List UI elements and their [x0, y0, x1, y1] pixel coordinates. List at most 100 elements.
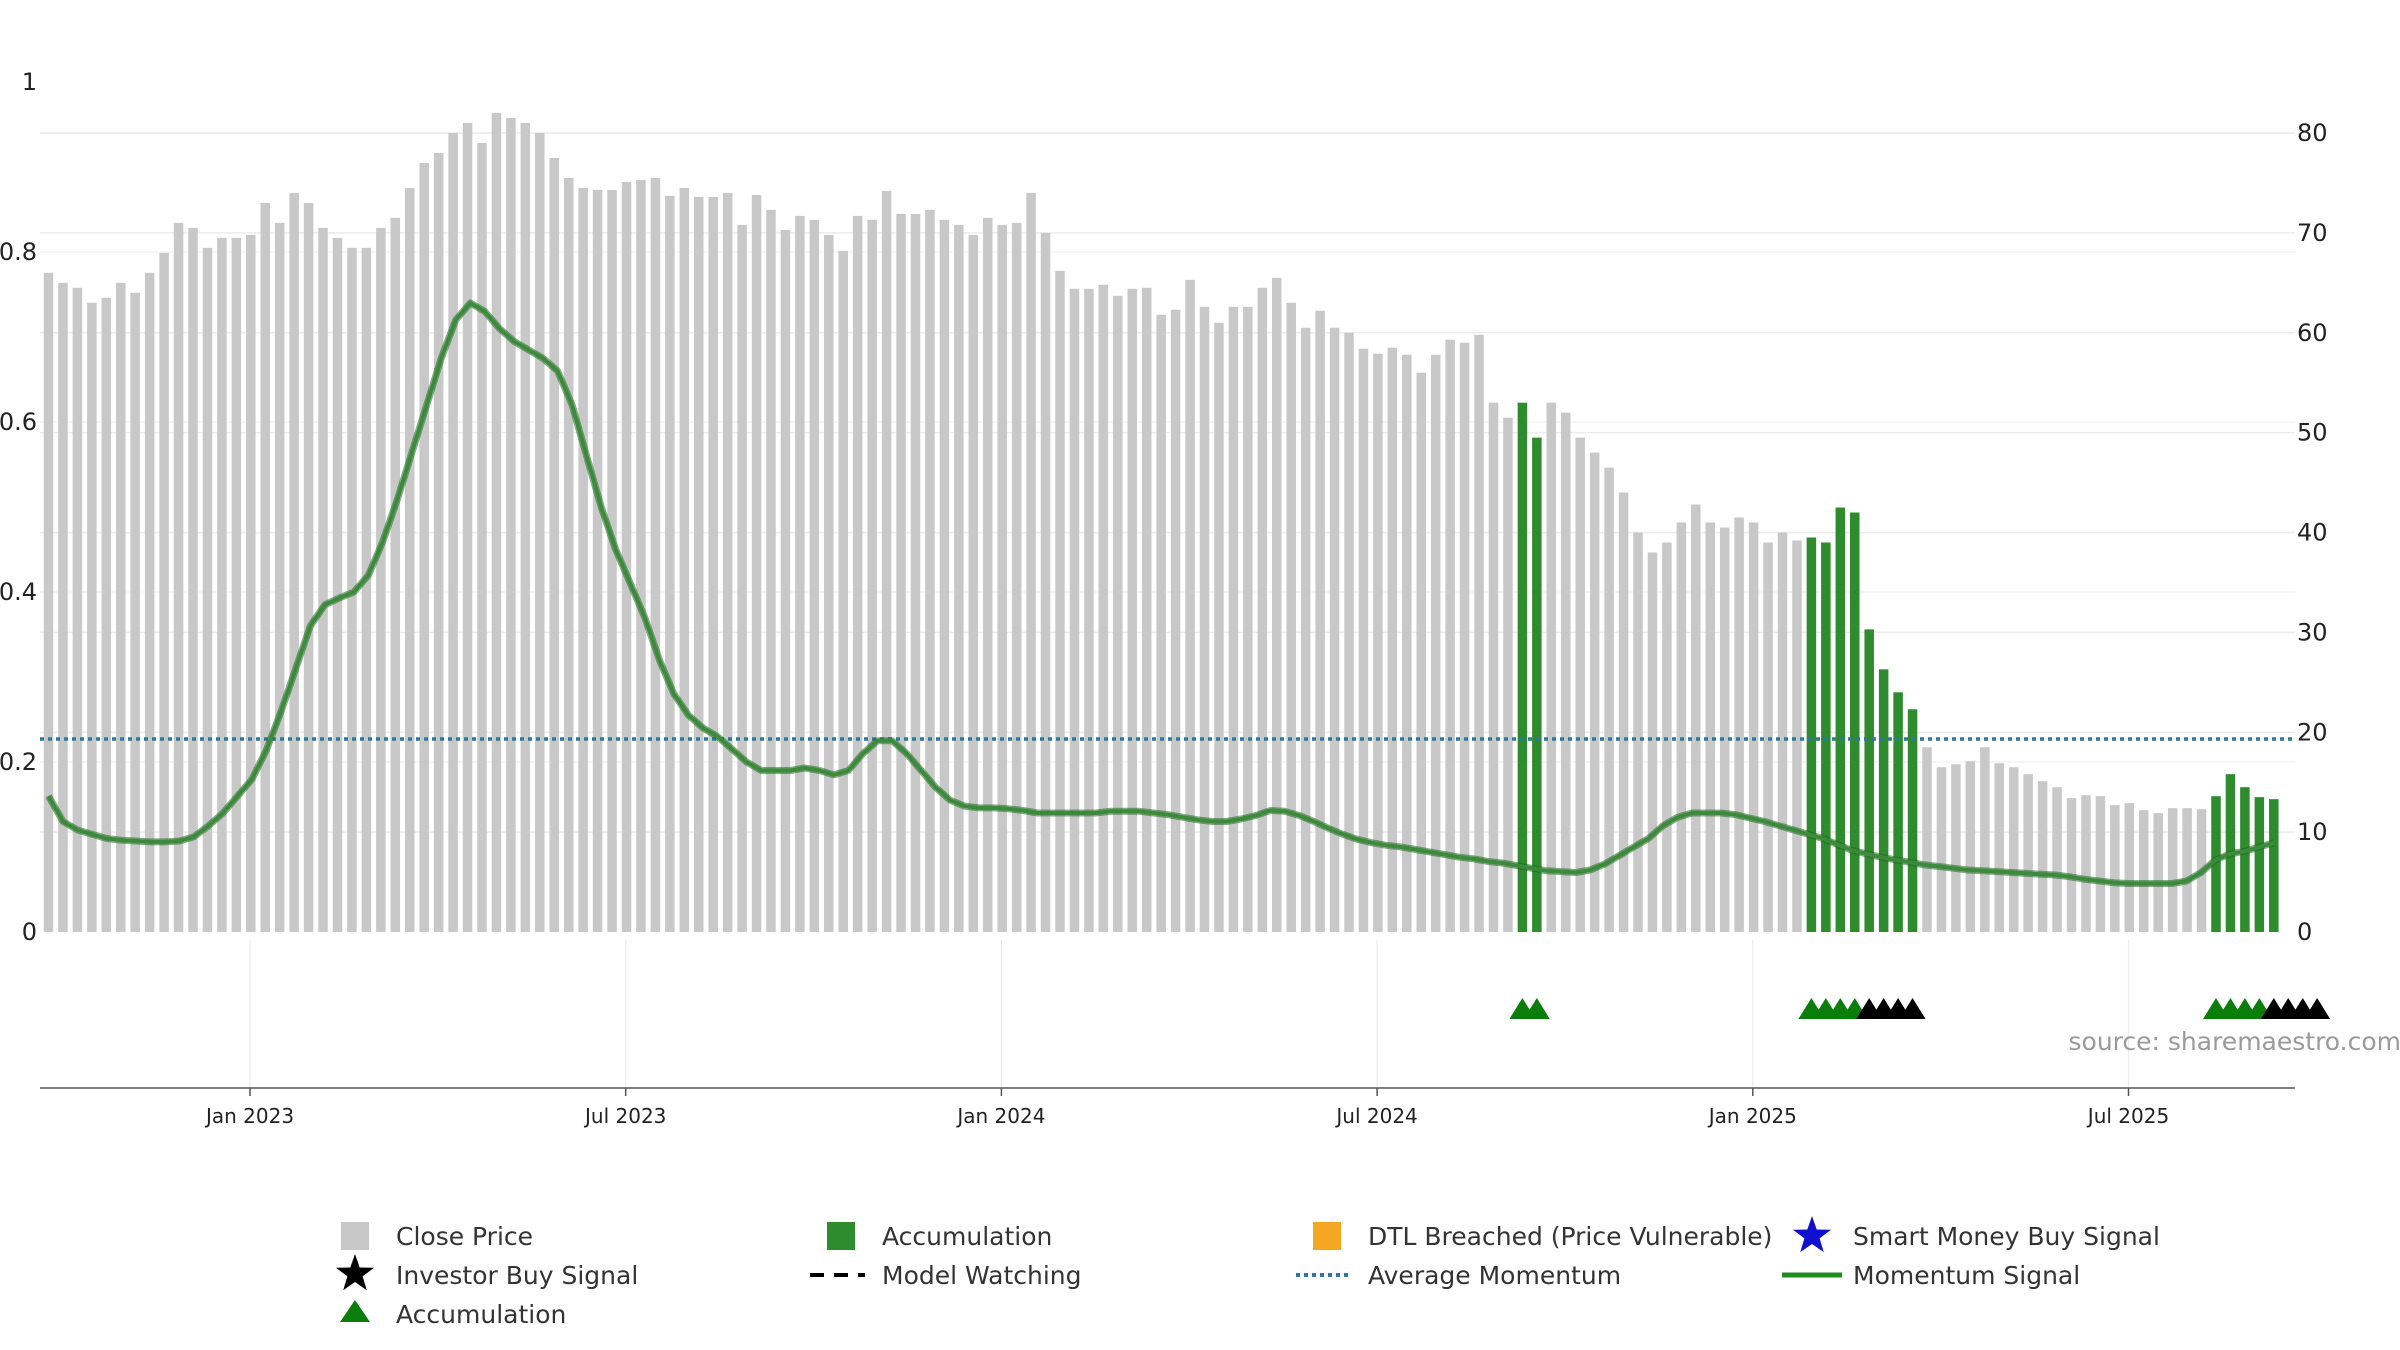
right-axis-tick: 30	[2297, 618, 2328, 646]
accumulation-bar	[1878, 669, 1889, 932]
close-price-bar	[2153, 813, 2163, 932]
dtl-breached-swatch	[1313, 1222, 1341, 1250]
legend-label-smart-money: Smart Money Buy Signal	[1853, 1222, 2160, 1251]
left-axis-tick: 1	[22, 68, 37, 96]
close-price-bar	[737, 224, 747, 932]
legend-item-smart-money: Smart Money Buy Signal	[1793, 1216, 2160, 1253]
close-price-bar	[621, 181, 632, 933]
close-price-bar	[1387, 347, 1398, 932]
close-price-bar	[694, 196, 704, 933]
close-price-bar	[1373, 353, 1383, 932]
close-price-bar	[1315, 310, 1325, 933]
close-price-bar	[506, 118, 516, 933]
close-price-bar	[520, 123, 531, 932]
close-price-bar	[1228, 306, 1239, 933]
close-price-bar	[1272, 277, 1282, 933]
close-price-bar	[332, 237, 343, 932]
close-price-bar	[824, 234, 834, 932]
close-price-bar	[549, 157, 559, 932]
accumulation-bar	[1835, 507, 1846, 932]
close-price-bar	[563, 177, 574, 933]
close-price-bar	[1748, 522, 1759, 932]
close-price-bar	[1575, 437, 1585, 932]
x-axis-tick-label: Jan 2024	[955, 1104, 1045, 1128]
close-price-bar	[1113, 295, 1123, 932]
close-price-bar	[1618, 492, 1629, 932]
close-price-bar	[144, 272, 155, 932]
close-price-bar	[1980, 747, 1990, 932]
close-price-bar	[1647, 552, 1658, 932]
close-price-bar	[1214, 322, 1224, 932]
close-price-bar	[910, 213, 921, 932]
close-price-bar	[1459, 342, 1470, 932]
close-price-bar	[1734, 517, 1744, 932]
grid-lines	[40, 132, 2295, 1088]
close-price-bar	[1503, 417, 1513, 932]
momentum-signal-line	[46, 301, 2275, 886]
close-price-swatch	[341, 1222, 369, 1250]
close-price-bar	[159, 252, 169, 933]
close-price-bar	[318, 227, 328, 933]
close-price-bar	[795, 215, 805, 933]
close-price-bar	[1329, 327, 1340, 933]
momentum-lines	[40, 299, 2295, 887]
close-price-bar	[231, 237, 242, 932]
accumulation-bar	[2254, 797, 2265, 932]
close-price-bar	[87, 302, 97, 933]
left-axis-tick: 0.8	[0, 238, 37, 266]
close-price-bar	[246, 234, 256, 932]
accumulation-bar	[1821, 542, 1831, 932]
legend-label-close-price: Close Price	[396, 1222, 533, 1251]
close-price-bar	[1026, 192, 1036, 933]
close-price-bar	[462, 123, 473, 932]
close-price-bar	[1763, 542, 1773, 932]
close-price-bar	[809, 219, 820, 933]
close-price-bar	[925, 209, 935, 932]
close-price-bar	[2095, 796, 2106, 932]
close-price-bar	[1676, 522, 1687, 932]
close-price-bar	[2167, 808, 2178, 932]
close-price-bar	[303, 202, 314, 933]
close-price-bar	[722, 192, 733, 933]
close-price-bar	[1633, 532, 1643, 932]
right-axis-tick: 70	[2297, 219, 2328, 247]
close-price-bar	[838, 250, 848, 933]
close-price-bar	[2052, 787, 2062, 932]
close-price-bar	[1127, 288, 1137, 932]
legend-item-close-price: Close Price	[341, 1222, 533, 1251]
close-price-bar	[867, 219, 877, 933]
close-price-bar	[1777, 532, 1788, 932]
close-price-bar	[43, 272, 54, 932]
close-price-bar	[1430, 354, 1441, 932]
price-bars	[43, 113, 2279, 933]
close-price-bar	[173, 222, 184, 932]
close-price-bar	[1300, 327, 1311, 933]
close-price-bar	[1069, 288, 1080, 932]
right-axis-tick: 60	[2297, 319, 2328, 347]
close-price-bar	[101, 297, 112, 932]
accumulation-swatch	[827, 1222, 855, 1250]
close-price-bar	[2066, 798, 2077, 932]
right-axis-tick: 20	[2297, 718, 2328, 746]
right-axis-tick: 50	[2297, 419, 2328, 447]
legend-label-dtl-breached: DTL Breached (Price Vulnerable)	[1368, 1222, 1772, 1251]
accumulation-bar	[2240, 787, 2250, 932]
accumulation-bar	[1806, 537, 1817, 932]
close-price-bar	[997, 224, 1007, 932]
close-price-bar	[708, 196, 718, 933]
close-price-bar	[1604, 467, 1614, 932]
close-price-bar	[1561, 412, 1571, 932]
close-price-bar	[2023, 774, 2033, 932]
close-price-bar	[1474, 334, 1484, 932]
legend-item-average-momentum: Average Momentum	[1296, 1261, 1621, 1290]
close-price-bar	[954, 224, 964, 932]
close-price-bar	[390, 217, 401, 933]
x-axis-tick-label: Jul 2023	[583, 1104, 666, 1128]
close-price-bar	[1546, 402, 1557, 933]
accumulation-bar	[1532, 437, 1542, 932]
close-price-bar	[419, 162, 429, 932]
close-price-bar	[2124, 803, 2135, 932]
accumulation-bar	[1864, 629, 1874, 932]
